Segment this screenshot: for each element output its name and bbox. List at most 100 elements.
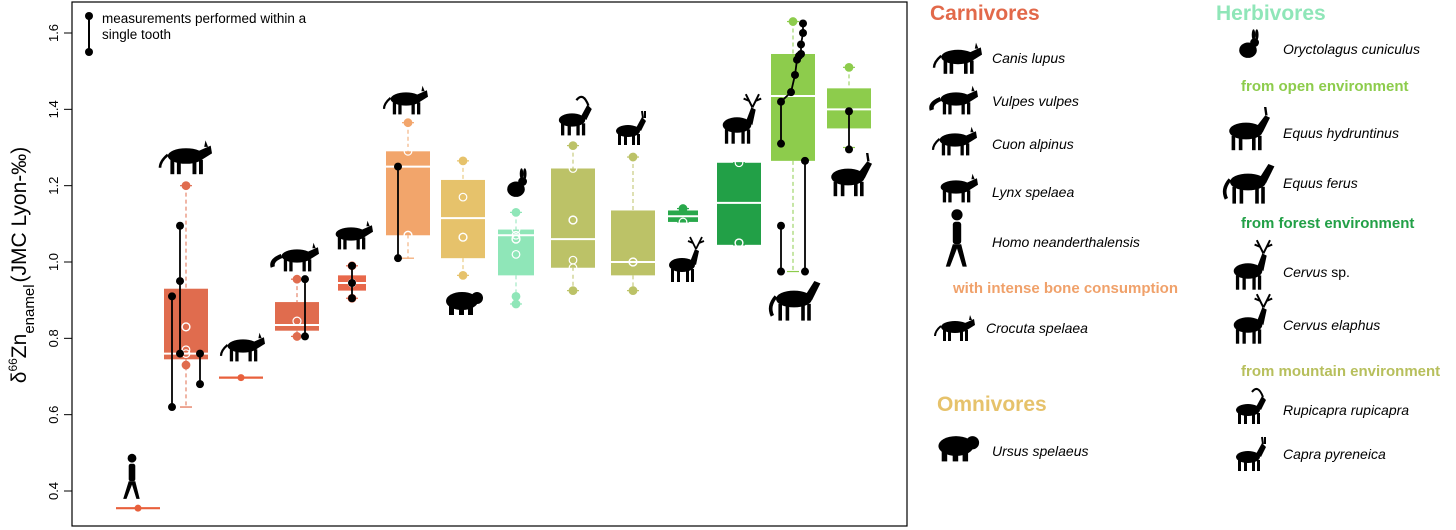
box: [551, 168, 595, 268]
silhouette-part: [258, 332, 262, 339]
silhouette-part: [776, 290, 812, 308]
chamois-icon: [616, 110, 646, 145]
chart-marks: [116, 17, 871, 512]
neanderthal-icon: [123, 453, 140, 499]
single-tooth-point: [196, 380, 204, 389]
silhouette-part: [952, 450, 959, 462]
silhouette-part: [691, 269, 694, 282]
silhouette-part: [741, 129, 745, 144]
silhouette-part: [1254, 293, 1273, 308]
legend-vulpes-vulpes: Vulpes vulpes: [992, 93, 1079, 109]
legend-wolf-icon: [932, 42, 982, 74]
silhouette-part: [677, 269, 680, 282]
silhouette-part: [618, 134, 621, 145]
single-tooth-point: [348, 278, 356, 287]
data-point: [628, 152, 638, 162]
legend-forest-env-title: from forest environment: [1241, 215, 1415, 232]
silhouette-part: [1242, 275, 1246, 290]
y-tick-label: 0.8: [46, 329, 61, 347]
silhouette-part: [967, 190, 971, 203]
silhouette-part: [942, 102, 947, 115]
silhouette-part: [743, 93, 762, 108]
silhouette-part: [227, 339, 259, 353]
silhouette-part: [417, 90, 428, 103]
legend-canis-lupus: Canis lupus: [992, 50, 1066, 66]
box: [275, 302, 319, 331]
silhouette-part: [1255, 186, 1259, 204]
mean-point: [511, 234, 521, 244]
silhouette-part: [669, 258, 695, 272]
silhouette-part: [1254, 239, 1273, 254]
single-tooth-series: [394, 162, 402, 263]
single-tooth-point: [176, 349, 184, 358]
data-point: [134, 504, 142, 512]
single-tooth-point: [301, 332, 309, 341]
silhouette-part: [943, 60, 948, 74]
silhouette-part: [731, 129, 735, 144]
silhouette-part: [417, 102, 421, 115]
legend-herbivores-title: Herbivores: [1216, 2, 1326, 25]
single-tooth-point: [801, 267, 809, 276]
legend-cervus-sp-icon: [1233, 239, 1273, 290]
single-tooth-series: [176, 221, 184, 358]
silhouette-part: [686, 269, 689, 282]
silhouette-part: [690, 249, 699, 265]
legend-crocuta-spelaea: Crocuta spelaea: [986, 320, 1088, 336]
data-point: [458, 192, 468, 202]
mean-point: [181, 322, 191, 332]
legend-icons: [929, 29, 1275, 471]
silhouette-part: [970, 60, 974, 74]
silhouette-part: [1261, 436, 1266, 445]
cervus-sp-icon: [669, 236, 705, 282]
silhouette-part: [1244, 413, 1247, 424]
single-tooth-point: [394, 254, 402, 263]
single-tooth-point: [168, 403, 176, 412]
series-capra-pyreneica: [611, 152, 655, 296]
silhouette-part: [1252, 275, 1256, 290]
silhouette-part: [785, 303, 790, 321]
silhouette-part: [204, 140, 209, 147]
silhouette-part: [1235, 329, 1240, 344]
single-tooth-series: [845, 107, 853, 154]
silhouette-part: [1233, 263, 1263, 279]
data-point: [511, 291, 521, 301]
silhouette-part: [1238, 460, 1241, 471]
silhouette-part: [1257, 413, 1260, 424]
silhouette-part: [724, 129, 729, 144]
silhouette-part: [567, 123, 571, 136]
silhouette-part: [967, 102, 971, 115]
mean-point: [403, 230, 413, 240]
wolf-icon: [158, 140, 212, 175]
silhouette-part: [1232, 186, 1236, 204]
silhouette-part: [1238, 135, 1243, 151]
single-tooth-point: [799, 19, 807, 28]
series-homo-neanderthalensis: [116, 504, 160, 512]
data-point: [511, 207, 521, 217]
series-cervus-sp-: [668, 204, 698, 227]
single-tooth-point: [301, 275, 309, 284]
silhouette-part: [941, 49, 975, 65]
silhouette-part: [421, 85, 425, 92]
legend-rabbit-icon: [1239, 29, 1259, 58]
silhouette-part: [561, 123, 565, 136]
silhouette-part: [1256, 115, 1270, 133]
data-point: [678, 217, 688, 227]
legend-ursus-spelaeus: Ursus spelaeus: [992, 443, 1089, 459]
data-point: [568, 141, 578, 150]
mean-point: [292, 316, 302, 326]
rabbit-icon: [507, 168, 527, 197]
silhouette-part: [746, 129, 751, 144]
silhouette-part: [1251, 387, 1264, 398]
legend-cervus-elaphus: Cervus elaphus: [1283, 317, 1381, 333]
silhouette-part: [1255, 29, 1259, 41]
legend-equus-hydruntinus: Equus hydruntinus: [1283, 125, 1399, 141]
silhouette-part: [1264, 107, 1268, 116]
silhouette-part: [392, 102, 397, 115]
silhouette-part: [1242, 329, 1246, 344]
hyena-icon: [382, 85, 428, 115]
silhouette-part: [943, 330, 946, 341]
data-point: [181, 181, 191, 191]
silhouette-part: [1233, 317, 1263, 333]
silhouette-part: [687, 236, 705, 250]
